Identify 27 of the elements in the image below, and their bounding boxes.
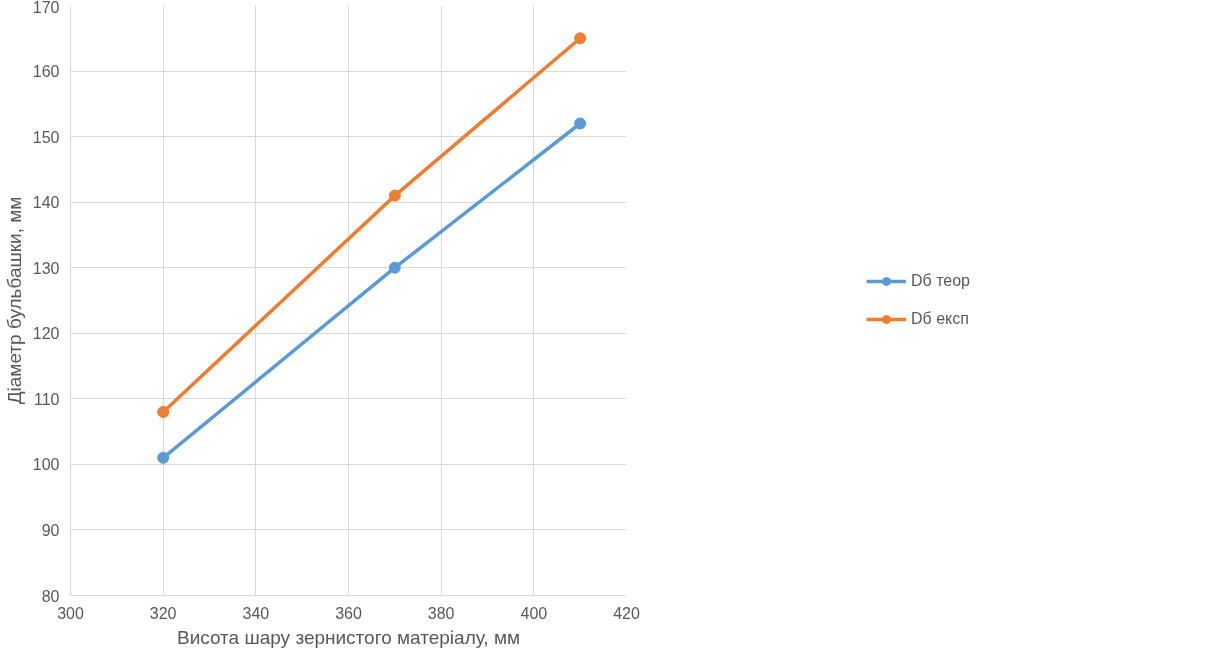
point	[388, 189, 401, 202]
y-tick-label: 150	[32, 128, 60, 146]
x-tick-label: 340	[242, 604, 270, 622]
x-tick-label: 400	[520, 604, 548, 622]
point	[157, 451, 170, 464]
y-tick-label: 130	[32, 259, 60, 277]
point	[157, 405, 170, 418]
x-axis-title: Висота шару зернистого матеріалу, мм	[176, 626, 521, 648]
y-tick-label: 90	[41, 521, 60, 539]
x-tick-label: 360	[335, 604, 362, 622]
x-tick-label: 380	[427, 604, 455, 622]
y-tick-label: 170	[32, 0, 60, 16]
y-tick-label: 160	[32, 63, 60, 81]
y-tick-label: 100	[32, 456, 60, 474]
legend-label: Dб експ	[910, 310, 969, 328]
point	[574, 32, 587, 45]
y-tick-label: 120	[32, 325, 60, 343]
y-axis-title: Діаметр бульбашки, мм	[3, 196, 25, 405]
y-tick-label: 110	[33, 390, 60, 408]
y-tick-label: 80	[41, 587, 60, 605]
x-tick-label: 420	[613, 604, 640, 622]
point	[388, 261, 401, 274]
point	[574, 117, 587, 130]
x-tick-label: 300	[57, 604, 84, 622]
x-tick-label: 320	[149, 604, 177, 622]
y-tick-label: 140	[32, 194, 60, 212]
legend-label: Dб теор	[910, 272, 971, 290]
